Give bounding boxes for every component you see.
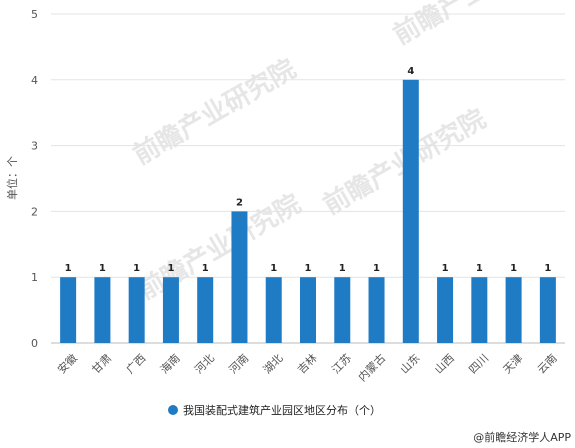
bar: [231, 211, 248, 343]
data-label: 1: [305, 263, 312, 274]
legend-label: 我国装配式建筑产业园区地区分布（个）: [183, 403, 381, 417]
source-credit: @前瞻经济学人APP: [473, 430, 571, 444]
bars: [60, 79, 556, 344]
bar: [162, 277, 179, 343]
data-label: 1: [476, 263, 483, 274]
bar: [94, 277, 111, 343]
x-tick-label: 云南: [535, 352, 560, 377]
x-tick-label: 广西: [124, 352, 149, 377]
source-text: @前瞻经济学人APP: [473, 430, 571, 444]
data-label: 1: [99, 263, 106, 274]
x-tick-label: 天津: [501, 352, 526, 377]
data-label: 1: [544, 263, 551, 274]
y-tick-label: 0: [31, 337, 38, 350]
bar: [505, 277, 522, 343]
x-tick-label: 山东: [398, 352, 423, 377]
legend-marker: [168, 405, 178, 415]
watermark-layer: 前瞻产业研究院前瞻产业研究院前瞻产业研究院前瞻产业研究院: [128, 0, 561, 306]
data-label: 1: [373, 263, 380, 274]
x-tick-labels: 安徽 甘肃 广西 海南 河北 河南 湖北 吉林 江苏 内蒙古 山东 山西 四川 天津 云南: [54, 351, 559, 384]
bar: [300, 277, 316, 343]
watermark-text: 前瞻产业研究院: [128, 53, 301, 171]
bar: [539, 277, 556, 343]
data-label: 1: [167, 263, 174, 274]
x-tick-label: 江苏: [329, 352, 354, 377]
x-tick-label: 河南: [226, 352, 251, 377]
watermark-text: 前瞻产业研究院: [388, 0, 561, 51]
bar: [265, 277, 282, 343]
bar: [197, 277, 214, 343]
data-label: 1: [133, 263, 140, 274]
data-label: 1: [65, 263, 72, 274]
bar: [437, 277, 454, 343]
x-tick-label: 湖北: [261, 352, 286, 377]
bar: [402, 79, 419, 344]
bar: [471, 277, 488, 343]
x-tick-label: 山西: [432, 352, 457, 377]
bar: [60, 277, 77, 343]
data-label: 1: [442, 263, 449, 274]
bar: [368, 277, 385, 343]
x-tick-label: 吉林: [294, 351, 319, 376]
data-label: 2: [236, 197, 243, 208]
x-tick-label: 四川: [466, 352, 491, 377]
y-tick-label: 4: [31, 74, 38, 87]
data-label: 1: [510, 263, 517, 274]
y-axis-label: 单位：个: [5, 156, 19, 200]
bar: [334, 277, 351, 343]
data-label: 1: [270, 263, 277, 274]
y-tick-label: 2: [31, 205, 38, 218]
x-tick-label: 甘肃: [89, 352, 114, 377]
data-label: 4: [407, 66, 414, 77]
x-tick-label: 海南: [157, 351, 182, 376]
y-tick-label: 1: [31, 271, 38, 284]
y-tick-labels: 0 1 2 3 4 5: [31, 8, 38, 350]
y-tick-label: 3: [31, 140, 38, 153]
data-label: 1: [339, 263, 346, 274]
legend: 我国装配式建筑产业园区地区分布（个）: [168, 403, 381, 417]
bar: [128, 277, 145, 343]
data-labels: 1 1 1 1 1 2 1 1 1 1 4 1 1 1 1: [65, 66, 552, 274]
x-tick-label: 河北: [192, 352, 217, 377]
x-tick-label: 内蒙古: [355, 351, 388, 384]
y-tick-label: 5: [31, 8, 38, 21]
x-tick-label: 安徽: [54, 351, 79, 376]
data-label: 1: [202, 263, 209, 274]
